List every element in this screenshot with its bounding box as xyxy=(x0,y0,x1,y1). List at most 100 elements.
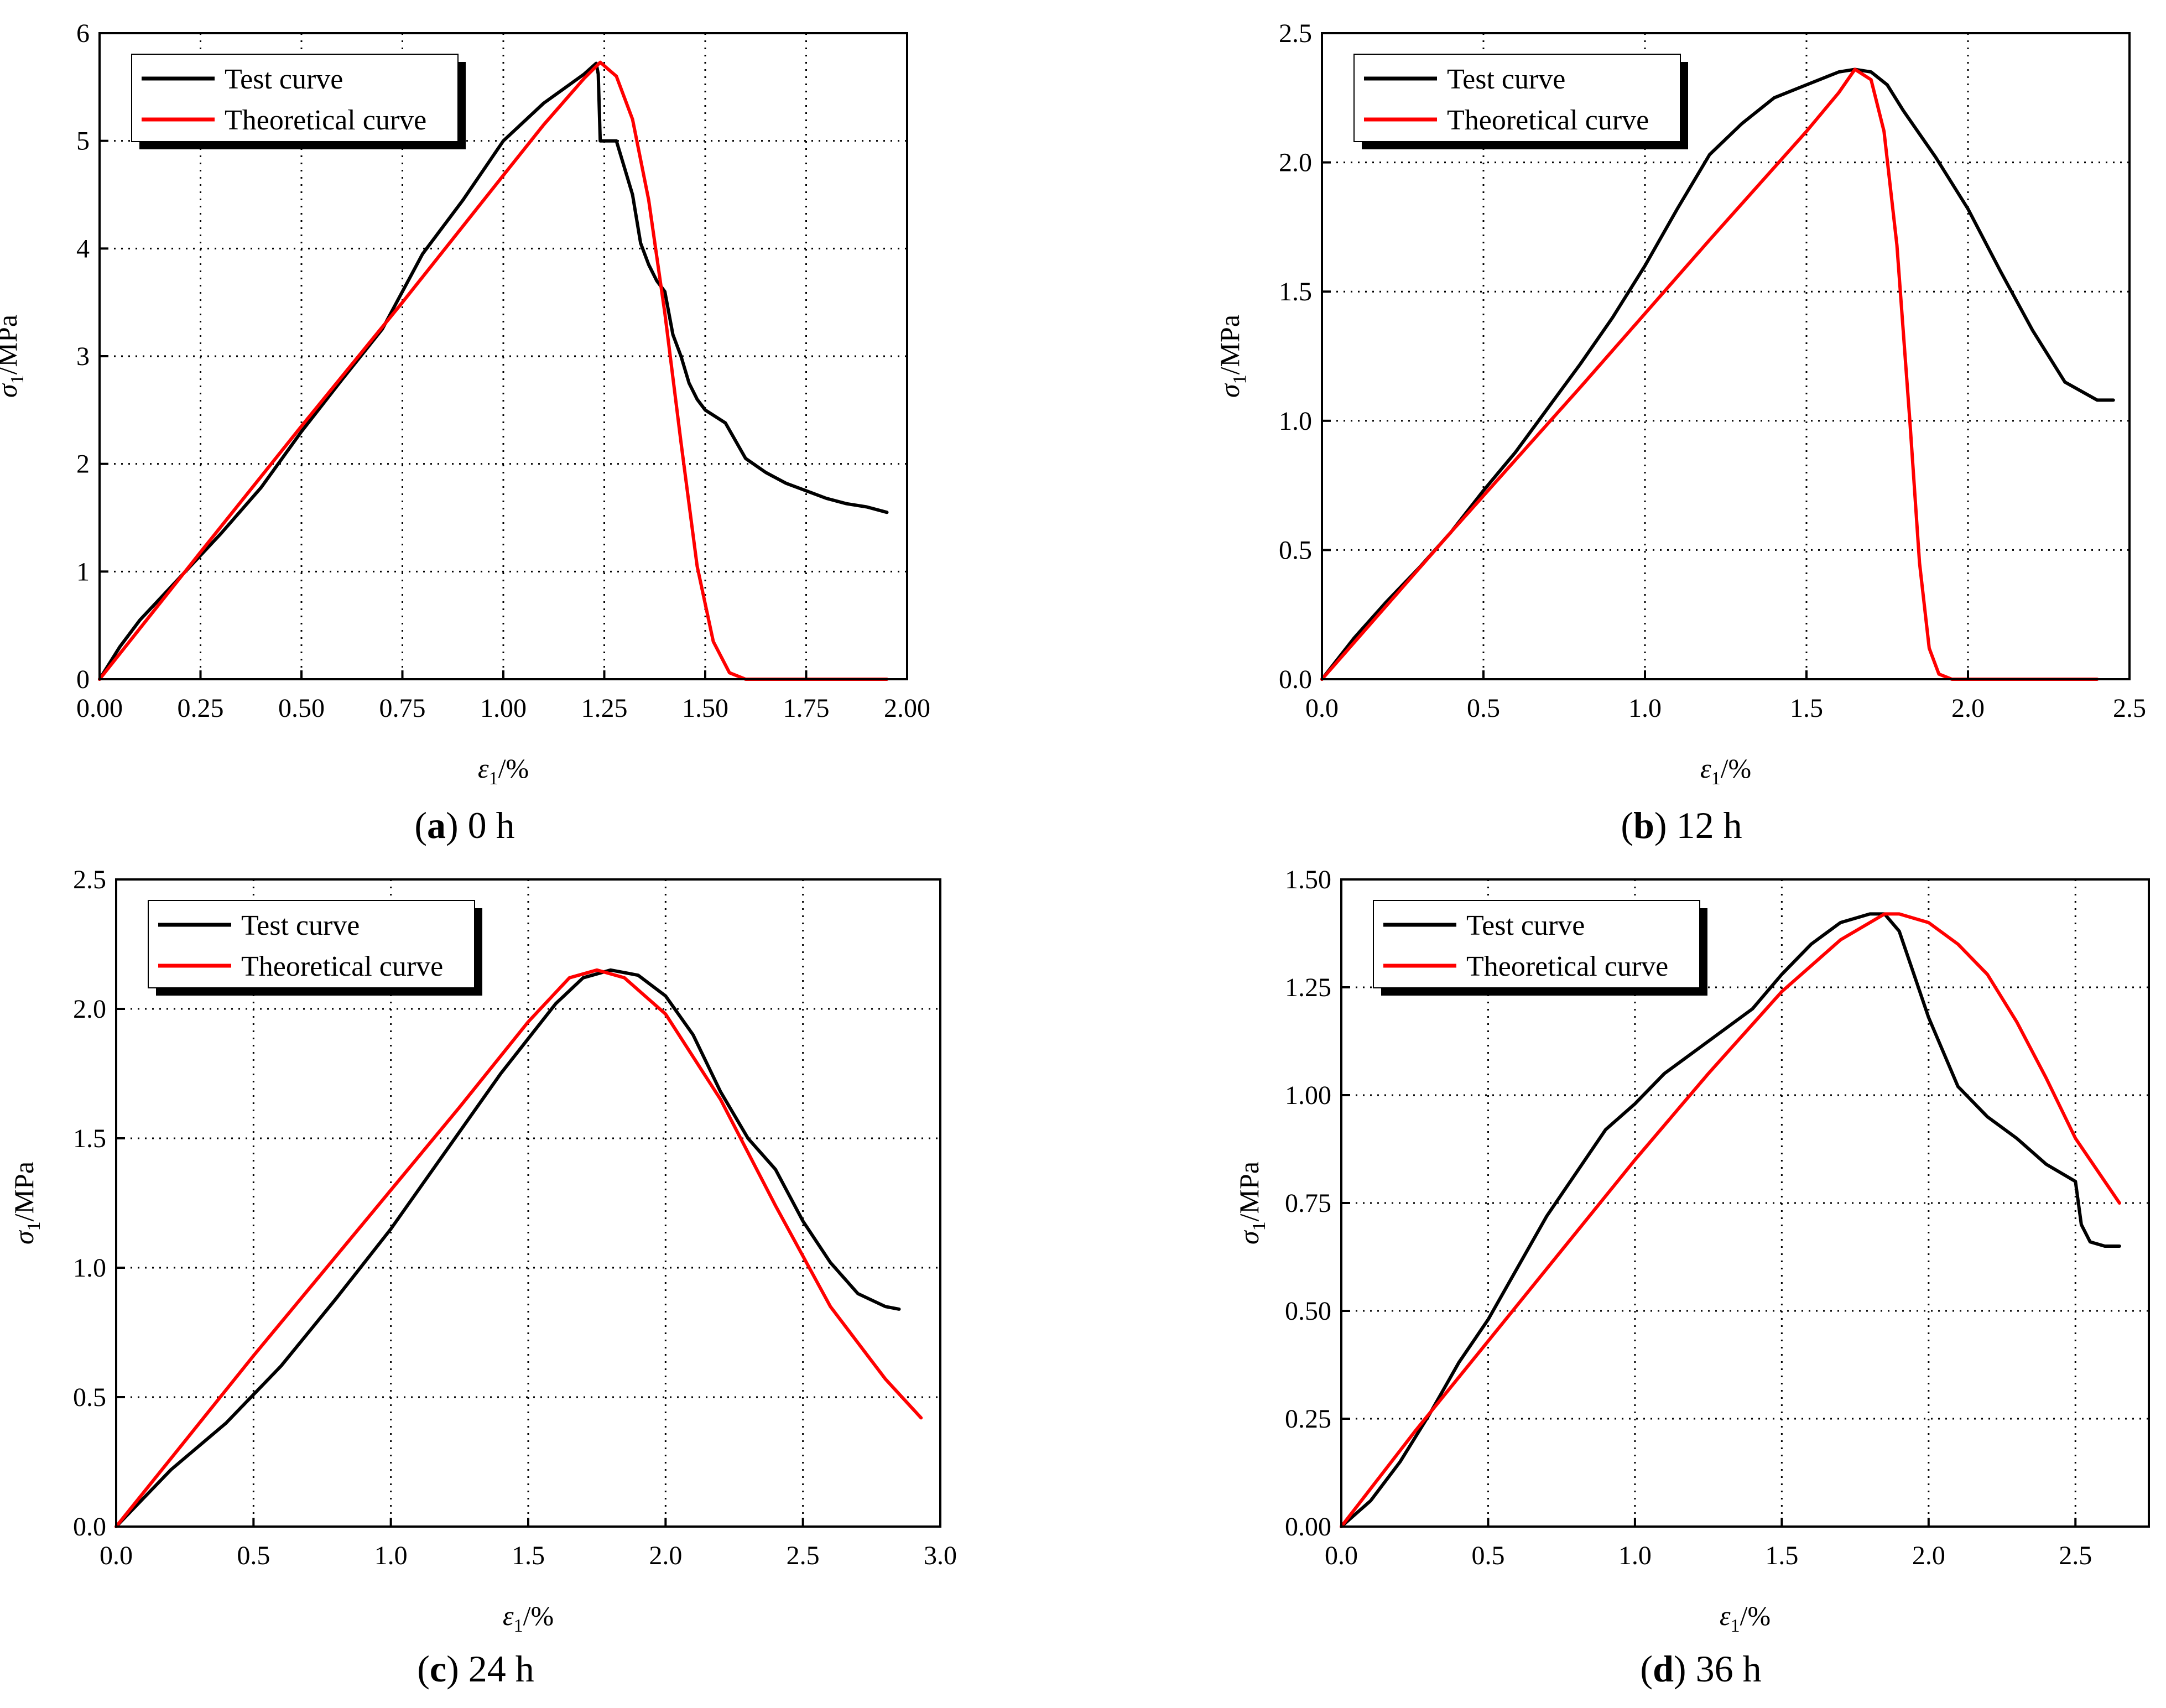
y-tick-label: 1.00 xyxy=(1285,1081,1331,1110)
y-tick-label: 2 xyxy=(76,450,90,479)
y-tick-label: 2.5 xyxy=(73,865,106,894)
theoretical-curve-line xyxy=(1340,912,2121,1528)
legend-box xyxy=(148,900,475,988)
x-tick-label: 0.5 xyxy=(237,1541,270,1570)
legend: Test curve Theoretical curve xyxy=(1353,54,1688,149)
chart-panel-a: 0.00 0.25 0.50 0.75 1.00 1.25 1.50 1.75 2.00 0 1 2 3… xyxy=(0,19,930,846)
x-tick-label: 2.5 xyxy=(2113,694,2146,723)
x-tick-label: 2.0 xyxy=(649,1541,682,1570)
x-tick-label: 0.0 xyxy=(100,1541,133,1570)
test-curve-line xyxy=(1340,912,2121,1528)
y-tick-label: 2.5 xyxy=(1279,19,1312,48)
chart-panel-d: 0.0 0.5 1.0 1.5 2.0 2.5 0.00 0.25 0.50 0.75 1.00 1.… xyxy=(1233,865,2150,1690)
x-tick-label: 2.0 xyxy=(1912,1541,1945,1570)
y-tick-label: 0.75 xyxy=(1285,1189,1331,1218)
legend-test-label: Test curve xyxy=(225,64,343,95)
y-axis-label: σ1/MPa xyxy=(0,315,28,398)
x-tick-label: 1.5 xyxy=(1765,1541,1798,1570)
chart-panel-c: 0.0 0.5 1.0 1.5 2.0 2.5 3.0 0.0 0.5 1.0 1.5 2.0 2.5 ε… xyxy=(8,865,957,1690)
x-tick-label: 0.5 xyxy=(1467,694,1500,723)
x-tick-label: 1.00 xyxy=(480,694,527,723)
y-axis-label: σ1/MPa xyxy=(1214,315,1250,398)
y-tick-label: 0.0 xyxy=(73,1512,106,1542)
y-tick-label: 0.50 xyxy=(1285,1296,1331,1326)
x-tick-label: 1.0 xyxy=(374,1541,408,1570)
y-tick-label: 1.5 xyxy=(1279,277,1312,306)
panel-caption: (a) 0 h xyxy=(414,804,514,846)
caption-text: 36 h xyxy=(1686,1648,1762,1690)
y-tick-label: 0.5 xyxy=(73,1383,106,1412)
y-axis-label: σ1/MPa xyxy=(8,1162,44,1244)
y-tick-label: 6 xyxy=(76,19,90,48)
chart-panel-b: 0.0 0.5 1.0 1.5 2.0 2.5 0.0 0.5 1.0 1.5 2.0 2.5 ε1/%… xyxy=(1214,19,2146,846)
x-axis-label: ε1/% xyxy=(503,1600,554,1636)
y-tick-label: 2.0 xyxy=(1279,148,1312,178)
panel-caption: (d) 36 h xyxy=(1640,1648,1761,1690)
legend-test-label: Test curve xyxy=(1466,910,1585,941)
test-curve-line xyxy=(114,968,901,1528)
legend-theory-label: Theoretical curve xyxy=(1447,105,1649,136)
caption-text: 24 h xyxy=(459,1648,534,1690)
x-tick-label: 0.0 xyxy=(1325,1541,1358,1570)
legend-box xyxy=(131,54,459,142)
x-axis-label: ε1/% xyxy=(478,753,529,789)
x-tick-label: 0.25 xyxy=(178,694,224,723)
legend: Test curve Theoretical curve xyxy=(148,900,482,996)
caption-text: 12 h xyxy=(1667,804,1742,846)
x-tick-label: 0.50 xyxy=(278,694,325,723)
panel-caption: (b) 12 h xyxy=(1621,804,1742,846)
legend-theory-label: Theoretical curve xyxy=(225,105,426,136)
x-tick-label: 1.0 xyxy=(1618,1541,1652,1570)
x-tick-label: 1.25 xyxy=(581,694,628,723)
caption-letter: c xyxy=(430,1648,446,1690)
y-axis-label: σ1/MPa xyxy=(1233,1162,1269,1244)
x-tick-label: 0.75 xyxy=(379,694,426,723)
y-tick-label: 0.00 xyxy=(1285,1512,1331,1542)
caption-letter: b xyxy=(1633,804,1654,846)
x-tick-label: 3.0 xyxy=(924,1541,957,1570)
y-tick-label: 0 xyxy=(76,665,90,694)
x-tick-label: 1.5 xyxy=(512,1541,545,1570)
x-axis-label: ε1/% xyxy=(1700,753,1751,789)
y-tick-label: 1.50 xyxy=(1285,865,1331,894)
test-curve-line xyxy=(98,61,889,681)
legend-box xyxy=(1353,54,1681,142)
y-tick-label: 1 xyxy=(76,557,90,586)
y-tick-label: 1.5 xyxy=(73,1124,106,1153)
legend-test-label: Test curve xyxy=(1447,64,1565,95)
y-tick-label: 4 xyxy=(76,234,90,263)
x-tick-label: 0.5 xyxy=(1471,1541,1504,1570)
y-tick-label: 0.0 xyxy=(1279,665,1312,694)
y-tick-label: 0.25 xyxy=(1285,1404,1331,1434)
y-tick-label: 1.25 xyxy=(1285,973,1331,1002)
y-tick-label: 1.0 xyxy=(73,1253,106,1283)
caption-letter: d xyxy=(1653,1648,1674,1690)
y-tick-label: 5 xyxy=(76,127,90,156)
test-curve-line xyxy=(1320,67,2115,681)
legend: Test curve Theoretical curve xyxy=(131,54,466,149)
x-tick-label: 2.00 xyxy=(884,694,930,723)
y-tick-label: 2.0 xyxy=(73,994,106,1024)
y-tick-label: 1.0 xyxy=(1279,407,1312,436)
x-axis-label: ε1/% xyxy=(1720,1600,1771,1636)
x-tick-label: 1.5 xyxy=(1790,694,1823,723)
y-tick-label: 0.5 xyxy=(1279,535,1312,565)
x-tick-label: 1.75 xyxy=(783,694,830,723)
x-tick-label: 1.0 xyxy=(1628,694,1662,723)
plot-frame xyxy=(1321,32,2131,680)
caption-letter: a xyxy=(427,804,446,846)
x-tick-label: 1.50 xyxy=(682,694,728,723)
x-tick-label: 0.0 xyxy=(1305,694,1339,723)
caption-text: 0 h xyxy=(459,804,515,846)
theoretical-curve-line xyxy=(1320,67,2099,681)
legend: Test curve Theoretical curve xyxy=(1373,900,1707,996)
x-tick-label: 0.00 xyxy=(76,694,123,723)
panel-caption: (c) 24 h xyxy=(417,1648,534,1690)
legend-box xyxy=(1373,900,1700,988)
x-tick-label: 2.5 xyxy=(2059,1541,2092,1570)
legend-theory-label: Theoretical curve xyxy=(241,951,443,982)
legend-theory-label: Theoretical curve xyxy=(1466,951,1668,982)
theoretical-curve-line xyxy=(114,968,923,1528)
legend-test-label: Test curve xyxy=(241,910,360,941)
x-tick-label: 2.5 xyxy=(787,1541,820,1570)
